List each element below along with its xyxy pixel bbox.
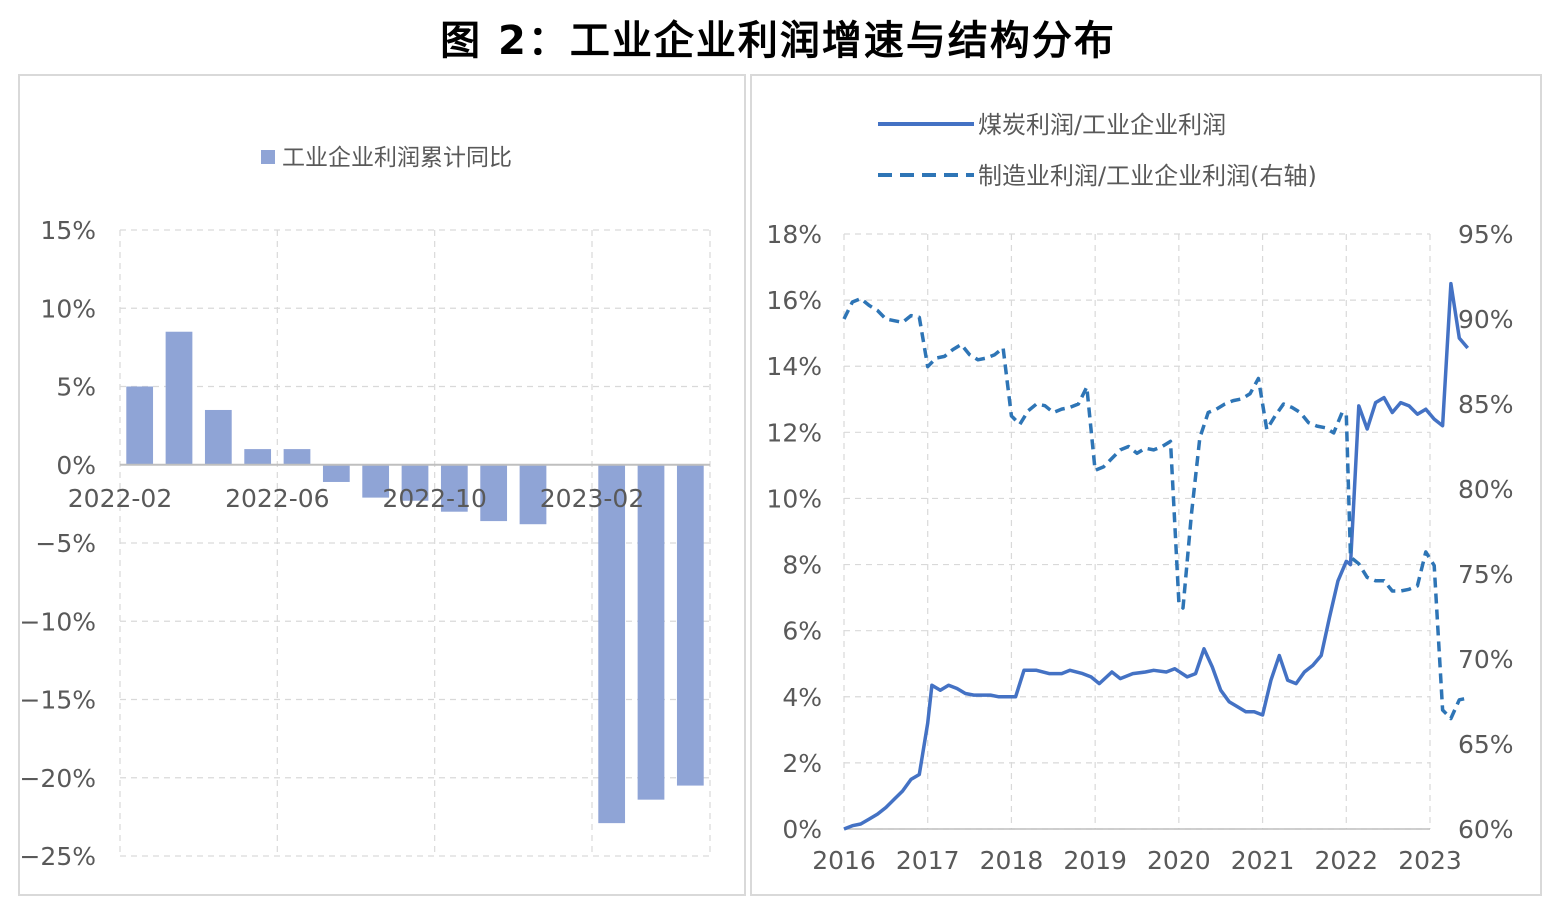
bar-chart-x-ticks: 2022-02 2022-06 2022-10 2023-02 [68, 484, 644, 513]
bar-x-tick-label: 2023-02 [540, 484, 644, 513]
left-y-tick-label: 10% [766, 484, 822, 513]
right-y-tick-label: 95% [1458, 220, 1514, 249]
bar [362, 464, 390, 498]
left-y-tick-label: 14% [766, 352, 822, 381]
line-x-tick-label: 2023 [1398, 846, 1462, 875]
bar-legend-swatch [261, 150, 275, 164]
bar-x-tick-label: 2022-10 [382, 484, 486, 513]
left-y-tick-label: 18% [766, 220, 822, 249]
right-y-tick-label: 80% [1458, 475, 1514, 504]
bar [165, 331, 193, 465]
left-y-tick-label: 4% [782, 683, 822, 712]
bar [637, 464, 665, 800]
bar [204, 409, 232, 465]
bar-y-tick-label: −15% [20, 686, 96, 715]
bar [598, 464, 626, 824]
bar [401, 464, 429, 501]
bar [440, 464, 468, 512]
bar-legend-label: 工业企业利润累计同比 [282, 145, 512, 171]
line-chart-gridlines [843, 233, 1431, 830]
line-chart: 18% 16% 14% 12% 10% 8% 6% 4% 2% 0% 95% 90% 85% 80% 75… [766, 111, 1514, 875]
right-y-tick-label: 60% [1458, 815, 1514, 844]
bar-y-tick-label: 10% [40, 294, 96, 323]
bar-chart-panel: 15% 10% 5% 0% −5% −10% −15% −20% −25% 2022-02 202… [18, 74, 746, 896]
bar-y-tick-label: 5% [56, 373, 96, 402]
line-x-tick-label: 2021 [1231, 846, 1295, 875]
bar [676, 464, 704, 786]
bar [322, 464, 350, 482]
bar [283, 449, 311, 465]
bar-y-tick-label: −20% [20, 764, 96, 793]
left-y-tick-label: 8% [782, 551, 822, 580]
left-y-tick-label: 16% [766, 286, 822, 315]
line-x-tick-label: 2019 [1063, 846, 1127, 875]
figure-title: 图 2：工业企业利润增速与结构分布 [440, 18, 1116, 64]
right-y-tick-label: 75% [1458, 560, 1514, 589]
right-y-tick-label: 90% [1458, 305, 1514, 334]
line-x-tick-label: 2022 [1314, 846, 1378, 875]
bar [480, 464, 508, 522]
coal-share-line [843, 281, 1470, 831]
bar-y-tick-label: −5% [35, 529, 96, 558]
bar [126, 386, 154, 465]
left-y-tick-label: 2% [782, 749, 822, 778]
legend-label-coal: 煤炭利润/工业企业利润 [978, 111, 1226, 139]
line-chart-x-ticks: 2016 2017 2018 2019 2020 2021 2022 2023 [812, 846, 1462, 875]
manufacturing-share-line [842, 296, 1469, 721]
legend-label-manufacturing: 制造业利润/工业企业利润(右轴) [978, 162, 1317, 190]
bar-y-tick-label: 0% [56, 451, 96, 480]
line-chart-left-y-ticks: 18% 16% 14% 12% 10% 8% 6% 4% 2% 0% [766, 220, 822, 844]
right-y-tick-label: 85% [1458, 390, 1514, 419]
right-y-tick-label: 65% [1458, 730, 1514, 759]
line-chart-series [842, 281, 1470, 831]
bar-chart-y-ticks: 15% 10% 5% 0% −5% −10% −15% −20% −25% [19, 216, 96, 871]
right-y-tick-label: 70% [1458, 645, 1514, 674]
left-y-tick-label: 0% [782, 815, 822, 844]
bar-chart-legend: 工业企业利润累计同比 [261, 145, 512, 171]
line-x-tick-label: 2020 [1147, 846, 1211, 875]
bar-y-tick-label: −10% [20, 607, 96, 636]
bar [244, 449, 272, 465]
bar-y-tick-label: −25% [20, 842, 96, 871]
bar-chart: 15%10%5%0%−5%−10%−15%−20%−25% 2022-02 202… [19, 145, 711, 871]
left-y-tick-label: 6% [782, 617, 822, 646]
line-x-tick-label: 2017 [896, 846, 960, 875]
bar-x-tick-label: 2022-02 [68, 484, 172, 513]
line-x-tick-label: 2016 [812, 846, 876, 875]
bar-chart-gridlines [119, 229, 711, 857]
line-chart-panel: 18% 16% 14% 12% 10% 8% 6% 4% 2% 0% 95% 90% 85% 80% 75… [750, 74, 1542, 896]
bar-chart-bars [120, 331, 710, 824]
bar-x-tick-label: 2022-06 [225, 484, 329, 513]
bar-y-tick-label: 15% [40, 216, 96, 245]
bar [519, 464, 547, 525]
left-y-tick-label: 12% [766, 418, 822, 447]
line-x-tick-label: 2018 [980, 846, 1044, 875]
line-chart-right-y-ticks: 95% 90% 85% 80% 75% 70% 65% 60% [1458, 220, 1514, 844]
line-chart-legend: 煤炭利润/工业企业利润 制造业利润/工业企业利润(右轴) [878, 111, 1317, 190]
